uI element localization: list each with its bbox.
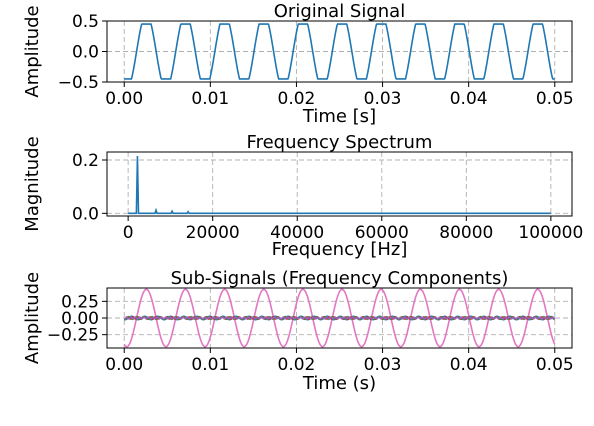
- y-tick-label: 0.0: [72, 43, 99, 63]
- original-signal-panel: 0.00 0.01 0.02 0.03 0.04 0.05 −0.5 0.0 0.5 Origin…: [22, 1, 574, 127]
- x-tick-label: 40000: [270, 223, 324, 243]
- sub-signals-panel: 0.00 0.01 0.02 0.03 0.04 0.05−0.250.000.25Sub…: [22, 268, 574, 394]
- chart-title: Original Signal: [274, 1, 405, 22]
- series-line-0: [123, 288, 556, 348]
- x-tick-label: 100000: [518, 223, 583, 243]
- y-axis-label: Amplitude: [22, 5, 43, 97]
- axes-frame: [106, 151, 573, 217]
- y-tick-label: 0.0: [72, 204, 99, 224]
- x-tick-label: 80000: [439, 223, 493, 243]
- x-tick-label: 0.00: [105, 89, 143, 109]
- y-axis-label: Amplitude: [22, 272, 43, 364]
- series-group: [124, 23, 555, 80]
- y-tick-label: 0.2: [72, 151, 99, 171]
- x-tick-label: 0.01: [191, 355, 229, 375]
- x-tick-label: 0.05: [536, 355, 574, 375]
- y-tick-label: 0.25: [61, 292, 99, 312]
- y-tick-label: 0.00: [61, 309, 99, 329]
- series-group: [123, 288, 556, 348]
- x-tick-label: 0.00: [105, 355, 143, 375]
- y-tick-label: −0.25: [47, 326, 99, 346]
- chart-title: Frequency Spectrum: [247, 132, 433, 153]
- series-line-4: [124, 316, 556, 320]
- x-tick-label: 0.04: [450, 355, 488, 375]
- x-axis-label: Time [s]: [302, 106, 376, 127]
- x-tick-label: 60000: [355, 223, 409, 243]
- x-axis-label: Time (s): [302, 373, 376, 394]
- series-line-0: [128, 155, 551, 215]
- y-axis-label: Magnitude: [22, 136, 43, 231]
- x-tick-label: 0.03: [364, 89, 402, 109]
- x-tick-label: 0.02: [278, 355, 316, 375]
- y-tick-label: −0.5: [58, 73, 99, 93]
- x-tick-label: 0.01: [191, 89, 229, 109]
- series-line-0: [124, 23, 555, 80]
- x-tick-label: 0.05: [536, 89, 574, 109]
- x-tick-label: 0.03: [364, 355, 402, 375]
- y-tick-label: 0.5: [72, 12, 99, 32]
- x-axis-label: Frequency [Hz]: [272, 239, 408, 260]
- chart-title: Sub-Signals (Frequency Components): [171, 268, 509, 289]
- frequency-spectrum-panel: 0 20000 40000 60000 80000 100000 0.0 0.2 Frequen…: [22, 132, 583, 260]
- x-tick-label: 0.04: [450, 89, 488, 109]
- x-tick-label: 0.02: [278, 89, 316, 109]
- x-tick-label: 20000: [186, 223, 240, 243]
- x-tick-label: 0: [123, 223, 134, 243]
- series-group: [128, 155, 551, 215]
